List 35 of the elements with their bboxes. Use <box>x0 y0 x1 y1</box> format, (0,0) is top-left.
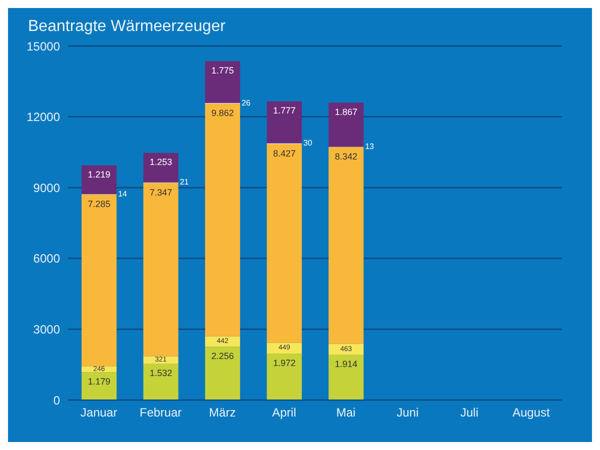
y-tick-label: 3000 <box>33 322 60 336</box>
data-label: 1.914 <box>334 359 358 370</box>
x-tick-label: Mai <box>336 406 356 420</box>
data-label: 8.427 <box>273 148 296 158</box>
x-tick-label: Februar <box>140 406 182 420</box>
data-label: 2.256 <box>211 351 234 362</box>
data-label: 7.347 <box>150 187 172 198</box>
x-tick-label: Juli <box>460 406 478 420</box>
data-label: 1.867 <box>334 107 358 118</box>
y-tick-label: 9000 <box>33 180 60 195</box>
x-tick-label: Januar <box>80 406 118 420</box>
data-label: 8.342 <box>334 151 358 162</box>
y-tick-label: 15000 <box>26 39 60 54</box>
data-label: 1.775 <box>211 65 234 76</box>
x-tick-label: Juni <box>396 406 419 420</box>
data-label: 1.253 <box>150 157 172 168</box>
x-tick-label: April <box>272 406 296 420</box>
data-label: 21 <box>180 178 190 187</box>
x-tick-label: August <box>512 406 550 420</box>
data-label: 30 <box>303 138 313 148</box>
data-label: 26 <box>242 98 252 108</box>
data-label: 1.532 <box>150 368 172 378</box>
data-label: 1.219 <box>88 170 110 180</box>
data-label: 9.862 <box>211 108 234 118</box>
data-label: 1.777 <box>273 106 296 116</box>
y-tick-label: 6000 <box>33 252 60 266</box>
data-label: 1.972 <box>273 358 296 368</box>
chart-title: Beantragte Wärmeerzeuger <box>27 17 226 36</box>
data-label: 14 <box>118 189 128 198</box>
y-tick-label: 0 <box>53 393 60 408</box>
data-label: 13 <box>365 142 375 151</box>
x-tick-label: März <box>209 406 236 420</box>
y-tick-label: 12000 <box>26 110 60 124</box>
data-label: 7.285 <box>88 198 110 209</box>
data-label: 1.179 <box>88 376 110 387</box>
